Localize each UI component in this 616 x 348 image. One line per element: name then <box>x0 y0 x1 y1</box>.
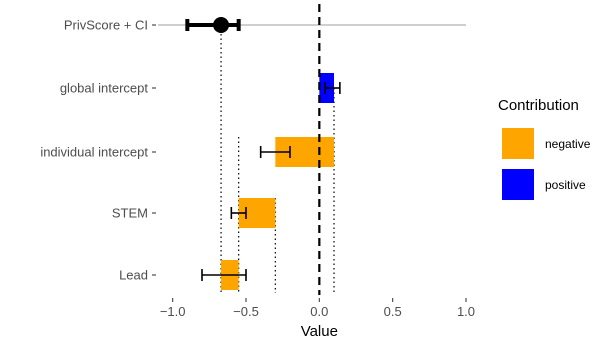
x-tick-label: −0.5 <box>233 304 259 319</box>
y-tick-label: individual intercept <box>40 145 148 160</box>
x-tick-label: 0.5 <box>384 304 402 319</box>
score-point <box>213 17 230 33</box>
y-tick-label: PrivScore + CI <box>64 18 148 33</box>
x-tick-label: 0.0 <box>310 304 328 319</box>
legend-swatch-positive <box>502 169 534 200</box>
legend-label-positive: positive <box>545 178 586 192</box>
x-axis-title: Value <box>301 323 338 340</box>
legend-swatch-negative <box>502 128 534 159</box>
x-tick-label: 1.0 <box>457 304 475 319</box>
y-tick-label: STEM <box>112 206 148 221</box>
legend-title: Contribution <box>498 97 579 114</box>
legend-label-negative: negative <box>545 137 591 151</box>
y-tick-label: Lead <box>119 268 148 283</box>
y-tick-label: global intercept <box>60 81 149 96</box>
x-tick-label: −1.0 <box>160 304 186 319</box>
